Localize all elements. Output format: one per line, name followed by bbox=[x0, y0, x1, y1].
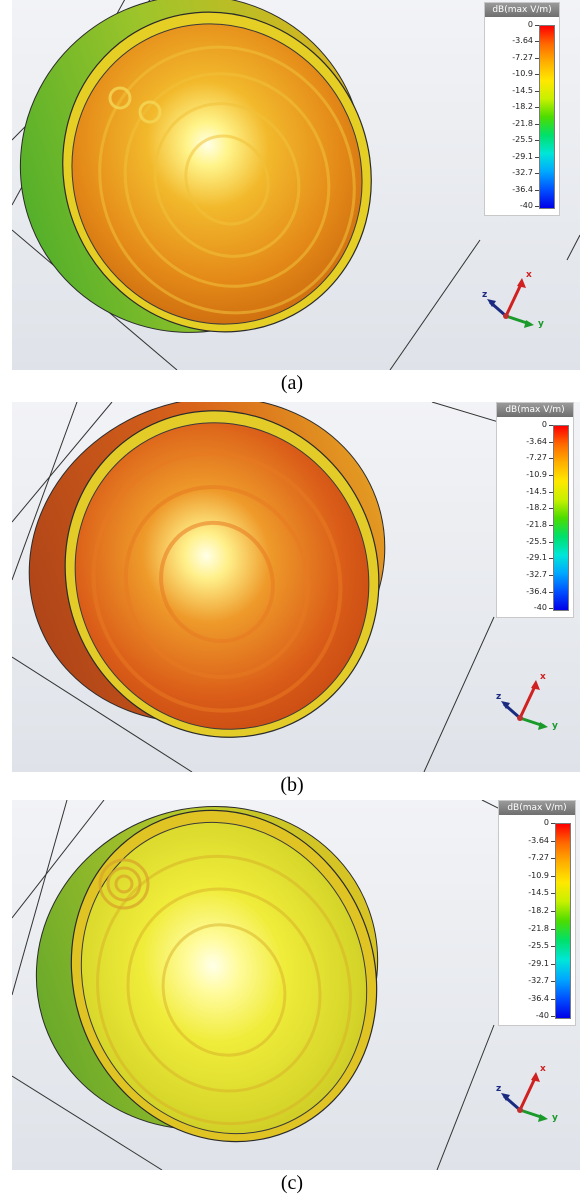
field-plot-c bbox=[12, 800, 580, 1170]
legend-tick: -10.9 bbox=[528, 871, 555, 880]
caption-b: (b) bbox=[280, 774, 304, 796]
legend-tick: -7.27 bbox=[528, 853, 555, 862]
legend-tick: -21.8 bbox=[526, 520, 553, 529]
legend-tick: 0 bbox=[541, 420, 554, 429]
legend-tick: -18.2 bbox=[528, 906, 555, 915]
legend-tick: -14.5 bbox=[526, 487, 553, 496]
legend-tick: -40 bbox=[519, 201, 540, 210]
axis-x-label: x bbox=[540, 1064, 546, 1074]
legend-tick: -29.1 bbox=[528, 959, 555, 968]
axis-x-label: x bbox=[526, 270, 532, 280]
legend-tick: -32.7 bbox=[528, 976, 555, 985]
panel-a: dB(max V/m) 0 -3.64 -7.27 -10.9 -14.5 -1… bbox=[12, 0, 580, 370]
legend-tick: -32.7 bbox=[512, 168, 539, 177]
legend-tick: -40 bbox=[535, 1011, 556, 1020]
legend-tick: -29.1 bbox=[526, 553, 553, 562]
legend-tick: -18.2 bbox=[512, 102, 539, 111]
panel-c: dB(max V/m) 0 -3.64 -7.27 -10.9 -14.5 -1… bbox=[12, 800, 580, 1170]
legend-tick: -21.8 bbox=[528, 924, 555, 933]
legend-tick: -25.5 bbox=[526, 537, 553, 546]
legend-color-bar bbox=[555, 823, 571, 1019]
legend-tick: -10.9 bbox=[512, 69, 539, 78]
legend-tick: -3.64 bbox=[512, 36, 539, 45]
panel-b: dB(max V/m) 0 -3.64 -7.27 -10.9 -14.5 -1… bbox=[12, 402, 580, 772]
axis-triad: x y z bbox=[494, 670, 564, 731]
axis-z-label: z bbox=[496, 1084, 502, 1094]
legend-title: dB(max V/m) bbox=[499, 801, 575, 815]
legend-tick: -14.5 bbox=[528, 888, 555, 897]
axis-z-label: z bbox=[482, 290, 488, 300]
legend-color-bar bbox=[539, 25, 555, 209]
axis-y-label: y bbox=[552, 721, 558, 731]
axis-x-label: x bbox=[540, 672, 546, 682]
axis-z-label: z bbox=[496, 692, 502, 702]
color-legend: dB(max V/m) 0 -3.64 -7.27 -10.9 -14.5 -1… bbox=[484, 2, 560, 216]
legend-tick: -7.27 bbox=[526, 453, 553, 462]
legend-tick: -40 bbox=[533, 603, 554, 612]
legend-tick: -7.27 bbox=[512, 53, 539, 62]
legend-tick: -10.9 bbox=[526, 470, 553, 479]
caption-c: (c) bbox=[280, 1172, 304, 1194]
legend-tick: -21.8 bbox=[512, 119, 539, 128]
legend-tick: -3.64 bbox=[526, 437, 553, 446]
color-legend: dB(max V/m) 0 -3.64 -7.27 -10.9 -14.5 -1… bbox=[498, 800, 576, 1026]
legend-title: dB(max V/m) bbox=[485, 3, 559, 17]
axis-triad: x y z bbox=[480, 268, 550, 329]
legend-tick: -25.5 bbox=[528, 941, 555, 950]
legend-tick: -3.64 bbox=[528, 836, 555, 845]
legend-tick: -36.4 bbox=[526, 587, 553, 596]
legend-tick: -36.4 bbox=[512, 185, 539, 194]
legend-tick: 0 bbox=[543, 818, 556, 827]
legend-tick: -32.7 bbox=[526, 570, 553, 579]
caption-a: (a) bbox=[280, 372, 304, 394]
legend-tick: -14.5 bbox=[512, 86, 539, 95]
legend-tick: -18.2 bbox=[526, 503, 553, 512]
legend-tick: 0 bbox=[527, 20, 540, 29]
legend-tick: -25.5 bbox=[512, 135, 539, 144]
axis-y-label: y bbox=[552, 1113, 558, 1123]
axis-y-label: y bbox=[538, 319, 544, 329]
legend-tick: -36.4 bbox=[528, 994, 555, 1003]
field-plot-b bbox=[12, 402, 580, 772]
legend-color-bar bbox=[553, 425, 569, 611]
axis-triad: x y z bbox=[494, 1062, 564, 1123]
legend-title: dB(max V/m) bbox=[497, 403, 573, 417]
legend-tick: -29.1 bbox=[512, 152, 539, 161]
color-legend: dB(max V/m) 0 -3.64 -7.27 -10.9 -14.5 -1… bbox=[496, 402, 574, 618]
